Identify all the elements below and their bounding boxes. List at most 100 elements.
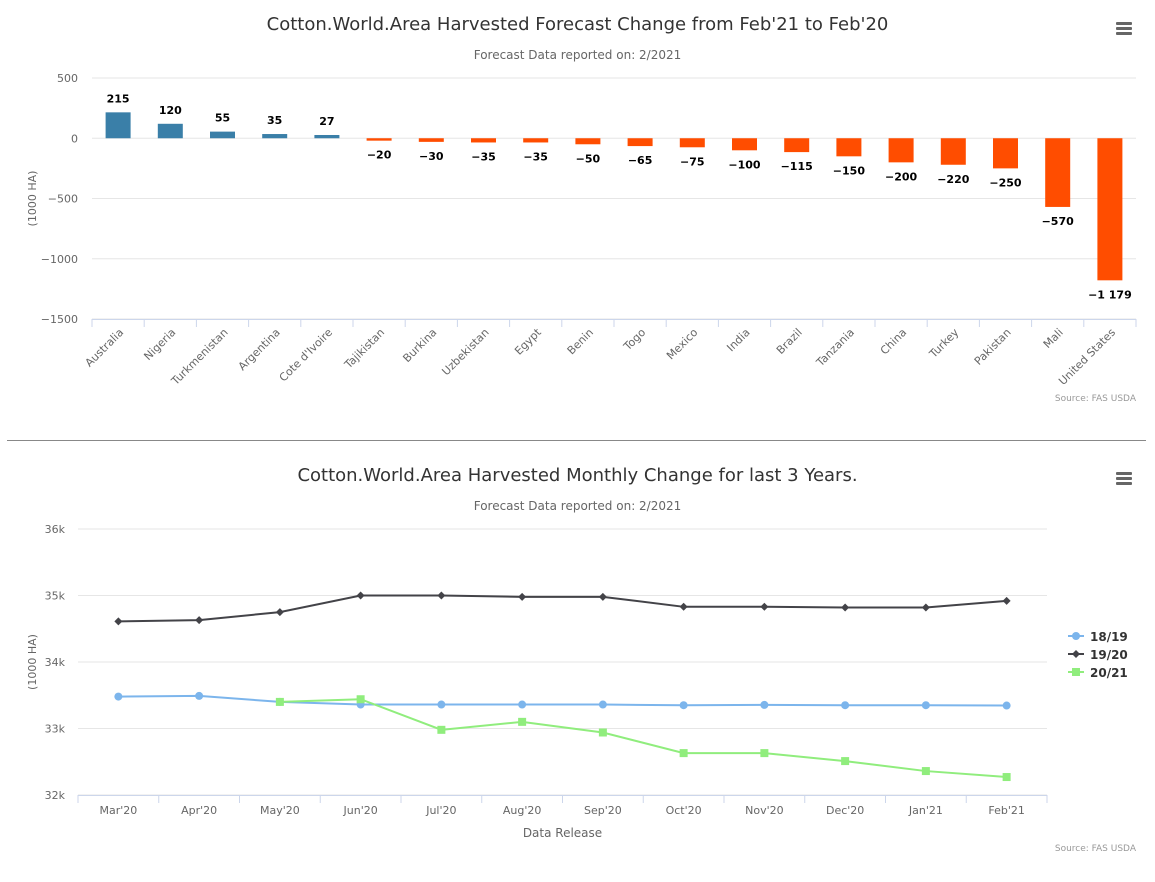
series-point-19-20 [921,603,930,612]
legend-label: 20/21 [1090,666,1128,680]
series-point-18-19 [1002,701,1011,710]
chart-title: Cotton.World.Area Harvested Monthly Chan… [297,465,858,486]
y-tick-label: 36k [45,523,66,536]
legend-marker [1072,668,1080,676]
y-tick-label: 33k [45,723,66,736]
x-tick-label: Argentina [236,326,283,373]
x-tick-label: Togo [620,326,648,354]
series-point-19-20 [195,616,204,625]
series-point-20-21 [841,757,850,766]
hamburger-menu-icon-bar [1116,32,1132,35]
x-tick-label: India [724,326,752,354]
series-point-18-19 [921,701,930,710]
bar [157,123,183,139]
series-point-19-20 [518,592,527,601]
x-tick-label: Mali [1041,326,1066,351]
forecast-change-chart-panel: Cotton.World.Area Harvested Forecast Cha… [0,0,1155,440]
series-line-19-20 [118,594,1007,623]
y-tick-label: −1500 [41,313,78,326]
bar [784,138,810,153]
series-point-18-19 [679,701,688,710]
data-label: −20 [367,149,392,162]
bar [523,138,549,143]
bar [575,138,601,145]
series-point-20-21 [356,695,365,704]
legend-marker [1072,632,1080,640]
series-line-20-21 [279,698,1007,779]
data-label: −30 [419,150,444,163]
chart-subtitle: Forecast Data reported on: 2/2021 [473,48,682,62]
legend-label: 19/20 [1090,648,1128,662]
bar [940,138,966,165]
series-point-18-19 [518,700,527,709]
series-point-20-21 [598,728,607,737]
chart-credit[interactable]: Source: FAS USDA [1054,844,1136,854]
bar [836,138,862,157]
data-label: 120 [159,104,182,117]
y-tick-label: 0 [71,132,78,145]
legend-marker [1072,650,1080,658]
data-label: −1 179 [1088,288,1132,301]
x-tick-label: Apr'20 [181,804,217,817]
x-tick-label: Dec'20 [826,804,864,817]
chart-menu-button[interactable] [1113,468,1137,490]
bar [262,134,288,139]
chart-divider [7,440,1146,441]
hamburger-menu-icon [1116,22,1132,25]
series-point-18-19 [114,692,123,701]
series-point-18-19 [760,700,769,709]
x-tick-label: Turkey [926,326,962,362]
series-point-20-21 [437,725,446,734]
chart-subtitle: Forecast Data reported on: 2/2021 [473,499,682,513]
chart-credit[interactable]: Source: FAS USDA [1054,394,1136,404]
series-point-20-21 [760,749,769,758]
series-point-20-21 [921,767,930,776]
x-axis-label: Data Release [523,826,602,840]
series-point-18-19 [841,701,850,710]
series-point-19-20 [760,602,769,611]
y-tick-label: −1000 [41,253,78,266]
chart-menu-button[interactable] [1113,18,1137,40]
x-tick-label: Feb'21 [988,804,1025,817]
hamburger-menu-icon-bar [1116,482,1132,485]
legend-label: 18/19 [1090,630,1128,644]
x-tick-label: Jul'20 [425,804,456,817]
data-label: −570 [1042,215,1075,228]
x-tick-label: Jan'21 [908,804,943,817]
data-label: −200 [885,170,918,183]
series-point-19-20 [275,608,284,617]
bar-chart-plot: 500 0 −500 −1000 −1500 (1000 HA) 215 Australia 1… [26,72,1137,388]
data-label: −75 [680,155,705,168]
bar [1045,138,1071,207]
legend-item-18-19[interactable]: 18/19 [1068,630,1128,644]
series-point-19-20 [841,603,850,612]
x-tick-label: China [878,326,909,357]
bar [732,138,757,151]
y-tick-label: −500 [48,193,78,206]
legend-item-20-21[interactable]: 20/21 [1068,666,1128,680]
hamburger-menu-icon-bar [1116,27,1132,30]
data-label: 55 [215,112,230,125]
x-tick-label: Uzbekistan [439,326,491,378]
bar [366,138,392,141]
data-label: 215 [107,92,130,105]
series-point-18-19 [598,700,607,709]
series-point-19-20 [1002,596,1011,605]
y-tick-label: 500 [57,72,78,85]
x-tick-label: Burkina [400,326,439,365]
data-label: 35 [267,114,282,127]
data-label: −150 [833,164,866,177]
x-tick-label: Cote d'Ivoire [277,326,336,385]
data-label: −220 [937,173,970,186]
x-tick-label: Pakistan [972,326,1014,368]
bar [888,138,914,163]
y-tick-label: 35k [45,590,66,603]
series-point-18-19 [437,700,446,709]
bar [314,134,340,139]
y-axis-label: (1000 HA) [26,634,39,690]
data-label: −50 [576,152,601,165]
legend-item-19-20[interactable]: 19/20 [1068,648,1128,662]
series-point-19-20 [356,591,365,600]
bar [1097,138,1123,281]
y-axis-label: (1000 HA) [26,171,39,227]
